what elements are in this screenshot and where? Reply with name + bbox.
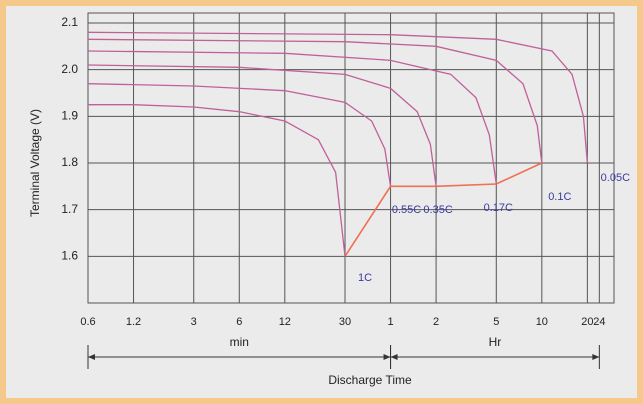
x-tick-label: 10 — [536, 316, 548, 328]
y-tick-label: 2.1 — [61, 15, 78, 29]
curve-label: 0.35C — [423, 204, 452, 216]
x-tick-label: 6 — [236, 316, 242, 328]
discharge-curve — [87, 64, 437, 187]
x-tick-label: 3 — [191, 316, 197, 328]
y-axis-title: Terminal Voltage (V) — [28, 109, 42, 217]
curve-label: 1C — [358, 272, 372, 284]
curve-label: 0.05C — [601, 172, 630, 184]
x-tick-label: 1.2 — [126, 316, 141, 328]
discharge-curve — [87, 38, 543, 164]
x-axis-title: Discharge Time — [328, 373, 412, 387]
group-label: Hr — [489, 335, 502, 349]
group-label: min — [230, 335, 249, 349]
curve-label: 0.1C — [548, 191, 571, 203]
x-tick-label: 1 — [387, 316, 393, 328]
x-tick-label: 5 — [493, 316, 499, 328]
plot-area — [87, 12, 615, 304]
y-tick-label: 1.8 — [61, 155, 78, 169]
discharge-curve — [87, 31, 589, 164]
discharge-curve — [87, 50, 497, 185]
discharge-curve — [88, 104, 346, 257]
discharge-curve — [87, 83, 392, 187]
x-tick-label: 2 — [433, 316, 439, 328]
x-tick-label: 0.6 — [80, 316, 95, 328]
y-tick-label: 1.6 — [61, 249, 78, 263]
x-tick-label: 12 — [279, 316, 291, 328]
curve-label: 0.17C — [484, 202, 513, 214]
y-tick-label: 1.7 — [61, 202, 78, 216]
x-tick-label: 24 — [593, 316, 605, 328]
x-tick-label: 20 — [581, 316, 593, 328]
y-tick-label: 2.0 — [61, 62, 78, 76]
y-tick-label: 1.9 — [61, 109, 78, 123]
x-tick-label: 30 — [339, 316, 351, 328]
curve-label: 0.55C — [392, 204, 421, 216]
